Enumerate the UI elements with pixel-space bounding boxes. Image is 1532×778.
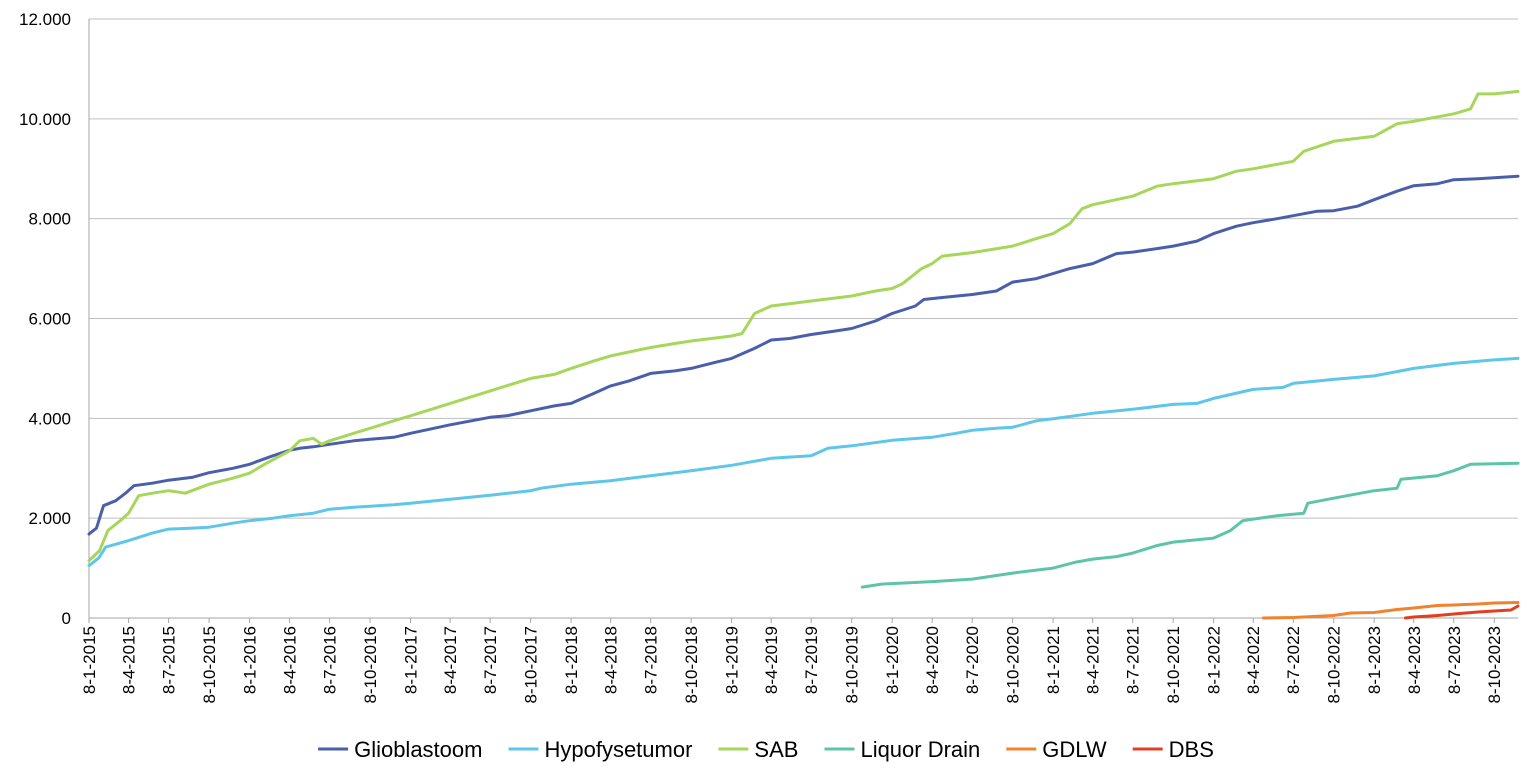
- y-tick-label: 2.000: [28, 509, 71, 528]
- x-tick-label: 8-7-2021: [1124, 626, 1143, 694]
- x-tick-label: 8-7-2019: [802, 626, 821, 694]
- legend-label: DBS: [1169, 737, 1214, 762]
- y-tick-label: 4.000: [28, 409, 71, 428]
- x-tick-label: 8-7-2016: [321, 626, 340, 694]
- x-tick-label: 8-1-2020: [883, 626, 902, 694]
- x-tick-label: 8-10-2023: [1485, 626, 1504, 704]
- x-tick-label: 8-1-2016: [241, 626, 260, 694]
- x-tick-label: 8-10-2016: [361, 626, 380, 704]
- x-tick-label: 8-7-2018: [642, 626, 661, 694]
- x-tick-label: 8-4-2022: [1244, 626, 1263, 694]
- x-tick-label: 8-4-2023: [1405, 626, 1424, 694]
- x-tick-label: 8-10-2021: [1164, 626, 1183, 704]
- x-tick-label: 8-7-2015: [160, 626, 179, 694]
- legend-label: Liquor Drain: [860, 737, 980, 762]
- x-tick-label: 8-7-2023: [1445, 626, 1464, 694]
- x-tick-label: 8-10-2017: [522, 626, 541, 704]
- x-tick-label: 8-4-2015: [120, 626, 139, 694]
- y-tick-label: 6.000: [28, 310, 71, 329]
- x-tick-label: 8-4-2020: [923, 626, 942, 694]
- x-tick-label: 8-4-2016: [281, 626, 300, 694]
- legend-label: GDLW: [1042, 737, 1107, 762]
- x-tick-label: 8-7-2017: [481, 626, 500, 694]
- y-tick-label: 0: [62, 609, 71, 628]
- y-tick-label: 10.000: [19, 110, 71, 129]
- x-tick-label: 8-10-2020: [1004, 626, 1023, 704]
- x-tick-label: 8-1-2021: [1044, 626, 1063, 694]
- x-tick-label: 8-1-2022: [1205, 626, 1224, 694]
- series-line-dbs: [1403, 604, 1520, 620]
- x-tick-label: 8-1-2015: [80, 626, 99, 694]
- y-tick-label: 12.000: [19, 10, 71, 29]
- legend-label: Glioblastoom: [354, 737, 482, 762]
- x-tick-label: 8-4-2018: [602, 626, 621, 694]
- x-tick-label: 8-10-2022: [1325, 626, 1344, 704]
- x-tick-label: 8-10-2019: [843, 626, 862, 704]
- series-line-liquor-drain: [860, 461, 1520, 589]
- series-line-gdlw: [1261, 601, 1520, 620]
- y-tick-label: 8.000: [28, 210, 71, 229]
- legend-label: SAB: [754, 737, 798, 762]
- x-tick-label: 8-4-2019: [762, 626, 781, 694]
- x-tick-label: 8-1-2018: [562, 626, 581, 694]
- x-tick-label: 8-4-2017: [441, 626, 460, 694]
- x-tick-label: 8-10-2018: [682, 626, 701, 704]
- grid-lines: [89, 18, 1518, 519]
- x-tick-label: 8-4-2021: [1084, 626, 1103, 694]
- y-tick-labels: 0 2.000 4.000 6.000 8.000 10.000 12.000: [19, 10, 71, 628]
- x-tick-label: 8-1-2019: [723, 626, 742, 694]
- series-line-glioblastoom: [87, 174, 1520, 536]
- x-tick-label: 8-7-2020: [963, 626, 982, 694]
- legend: Glioblastoom Hypofysetumor SAB Liquor Drain…: [318, 737, 1214, 762]
- series-lines: [87, 89, 1520, 620]
- series-line-hypofysetumor: [87, 356, 1520, 568]
- x-tick-label: 8-1-2023: [1365, 626, 1384, 694]
- legend-label: Hypofysetumor: [544, 737, 692, 762]
- x-tick-label: 8-10-2015: [200, 626, 219, 704]
- x-tick-labels: 8-1-2015 8-4-2015 8-7-2015 8-10-2015 8-1-201…: [80, 618, 1504, 704]
- x-tick-label: 8-1-2017: [402, 626, 421, 694]
- series-line-sab: [87, 89, 1520, 563]
- x-tick-label: 8-7-2022: [1284, 626, 1303, 694]
